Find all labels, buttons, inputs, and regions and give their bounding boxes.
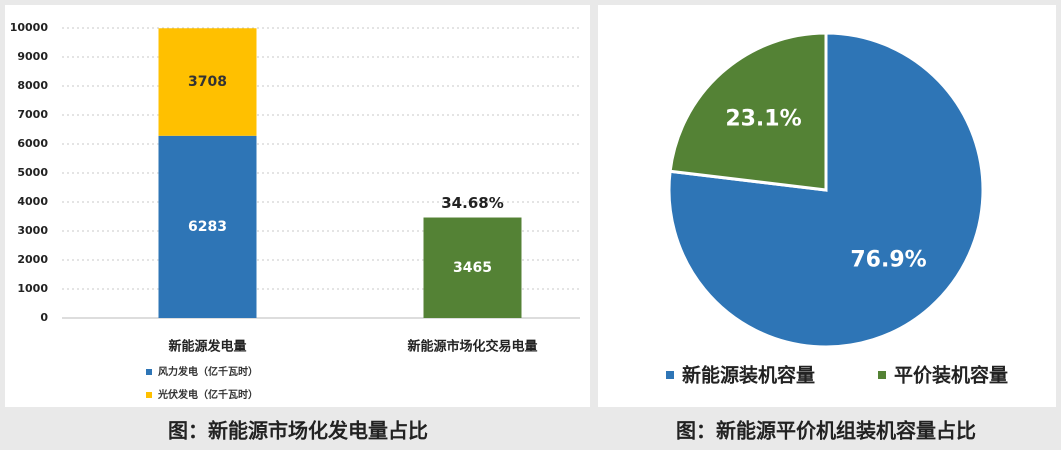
y-tick-label: 4000 (17, 195, 48, 208)
data-label: 3708 (188, 74, 227, 90)
y-tick-label: 3000 (17, 224, 48, 237)
legend-swatch (146, 392, 152, 398)
y-tick-label: 5000 (17, 166, 48, 179)
chart-title: 图：新能源平价机组装机容量占比 (676, 419, 976, 443)
legend-label: 风力发电（亿千瓦时） (158, 365, 258, 378)
y-tick-label: 7000 (17, 108, 48, 121)
left-panel (5, 5, 590, 407)
y-tick-label: 8000 (17, 79, 48, 92)
y-tick-label: 10000 (10, 21, 49, 34)
data-label: 23.1% (725, 107, 801, 132)
y-tick-label: 0 (40, 311, 48, 324)
legend-swatch (878, 371, 886, 379)
x-tick-label: 新能源市场化交易电量 (407, 339, 537, 355)
pie-slice (668, 31, 828, 192)
y-tick-label: 2000 (17, 253, 48, 266)
y-tick-label: 6000 (17, 137, 48, 150)
y-tick-label: 1000 (17, 282, 48, 295)
bar (158, 28, 257, 136)
legend-label: 新能源装机容量 (682, 364, 815, 387)
legend-swatch (146, 369, 152, 375)
legend-label: 平价装机容量 (894, 364, 1008, 387)
legend-label: 光伏发电（亿千瓦时） (157, 388, 258, 401)
x-tick-label: 新能源发电量 (168, 339, 246, 355)
pie-slice (667, 31, 985, 349)
bar (423, 217, 522, 318)
bar (158, 135, 257, 318)
annotation: 34.68% (441, 194, 503, 212)
data-label: 3465 (453, 260, 492, 276)
data-label: 6283 (188, 219, 227, 235)
y-tick-label: 9000 (17, 50, 48, 63)
chart-title: 图：新能源市场化发电量占比 (168, 419, 428, 443)
legend-swatch (666, 371, 674, 379)
data-label: 76.9% (850, 247, 926, 272)
